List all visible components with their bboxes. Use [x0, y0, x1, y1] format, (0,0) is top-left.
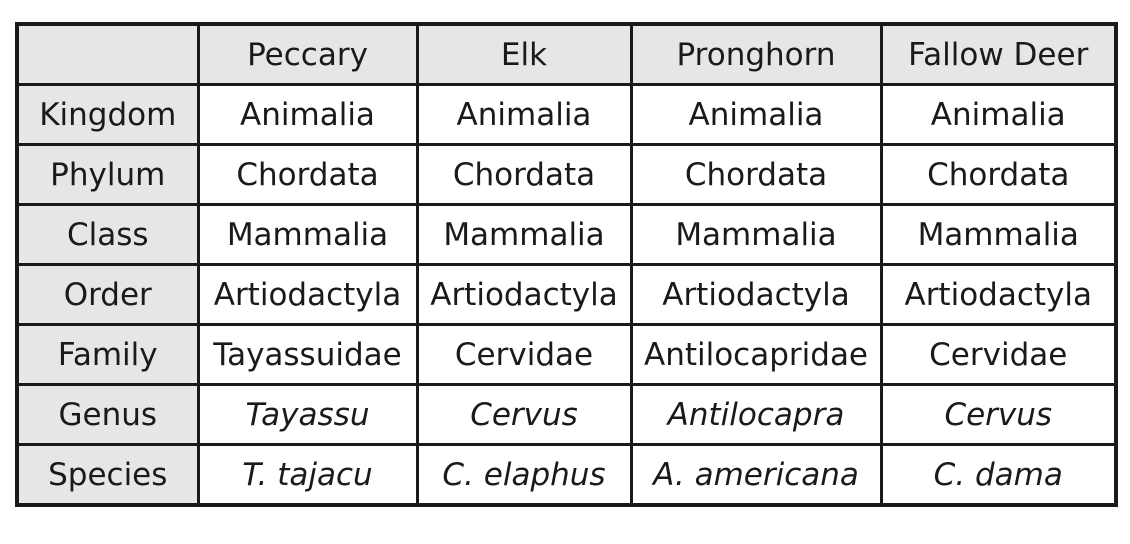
table-cell: Mammalia: [879, 203, 1118, 266]
table-cell: Artiodactyla: [629, 263, 883, 326]
table-cell: Mammalia: [415, 203, 633, 266]
table-cell: Cervidae: [879, 323, 1118, 386]
table-row: Order Artiodactyla Artiodactyla Artiodactyl…: [15, 263, 1118, 326]
column-header-fallow-deer: Fallow Deer: [879, 22, 1118, 86]
table-cell: T. tajacu: [196, 443, 419, 507]
row-header-genus: Genus: [15, 383, 200, 446]
table-body: Kingdom Animalia Animalia Animalia Animalia P…: [15, 83, 1118, 507]
column-header-pronghorn: Pronghorn: [629, 22, 883, 86]
table-row: Family Tayassuidae Cervidae Antilocapridae C…: [15, 323, 1118, 386]
table-row: Species T. tajacu C. elaphus A. americana C.…: [15, 443, 1118, 507]
row-header-family: Family: [15, 323, 200, 386]
table-cell: Artiodactyla: [196, 263, 419, 326]
table-row: Class Mammalia Mammalia Mammalia Mammalia: [15, 203, 1118, 266]
table-cell: Chordata: [196, 143, 419, 206]
table-cell: Cervus: [415, 383, 633, 446]
table-cell: Chordata: [415, 143, 633, 206]
table-cell: Artiodactyla: [879, 263, 1118, 326]
table-row: Phylum Chordata Chordata Chordata Chordata: [15, 143, 1118, 206]
column-header-elk: Elk: [415, 22, 633, 86]
row-header-class: Class: [15, 203, 200, 266]
table-cell: Cervidae: [415, 323, 633, 386]
row-header-order: Order: [15, 263, 200, 326]
corner-cell: [15, 22, 200, 86]
table-cell: Mammalia: [196, 203, 419, 266]
table-cell: Chordata: [879, 143, 1118, 206]
row-header-phylum: Phylum: [15, 143, 200, 206]
table-row: Genus Tayassu Cervus Antilocapra Cervus: [15, 383, 1118, 446]
table-cell: Animalia: [415, 83, 633, 146]
table-row: Kingdom Animalia Animalia Animalia Animalia: [15, 83, 1118, 146]
table-cell: C. dama: [879, 443, 1118, 507]
table-cell: Animalia: [629, 83, 883, 146]
table-cell: C. elaphus: [415, 443, 633, 507]
table-cell: Cervus: [879, 383, 1118, 446]
table-cell: Tayassuidae: [196, 323, 419, 386]
table-cell: Artiodactyla: [415, 263, 633, 326]
table-cell: Animalia: [196, 83, 419, 146]
taxonomy-table: Peccary Elk Pronghorn Fallow Deer Kingdo…: [15, 22, 1118, 507]
table-cell: A. americana: [629, 443, 883, 507]
table-cell: Antilocapridae: [629, 323, 883, 386]
table-cell: Chordata: [629, 143, 883, 206]
row-header-species: Species: [15, 443, 200, 507]
table-cell: Animalia: [879, 83, 1118, 146]
row-header-kingdom: Kingdom: [15, 83, 200, 146]
header-row: Peccary Elk Pronghorn Fallow Deer: [15, 22, 1118, 86]
table-cell: Mammalia: [629, 203, 883, 266]
table-cell: Tayassu: [196, 383, 419, 446]
table-cell: Antilocapra: [629, 383, 883, 446]
column-header-peccary: Peccary: [196, 22, 419, 86]
